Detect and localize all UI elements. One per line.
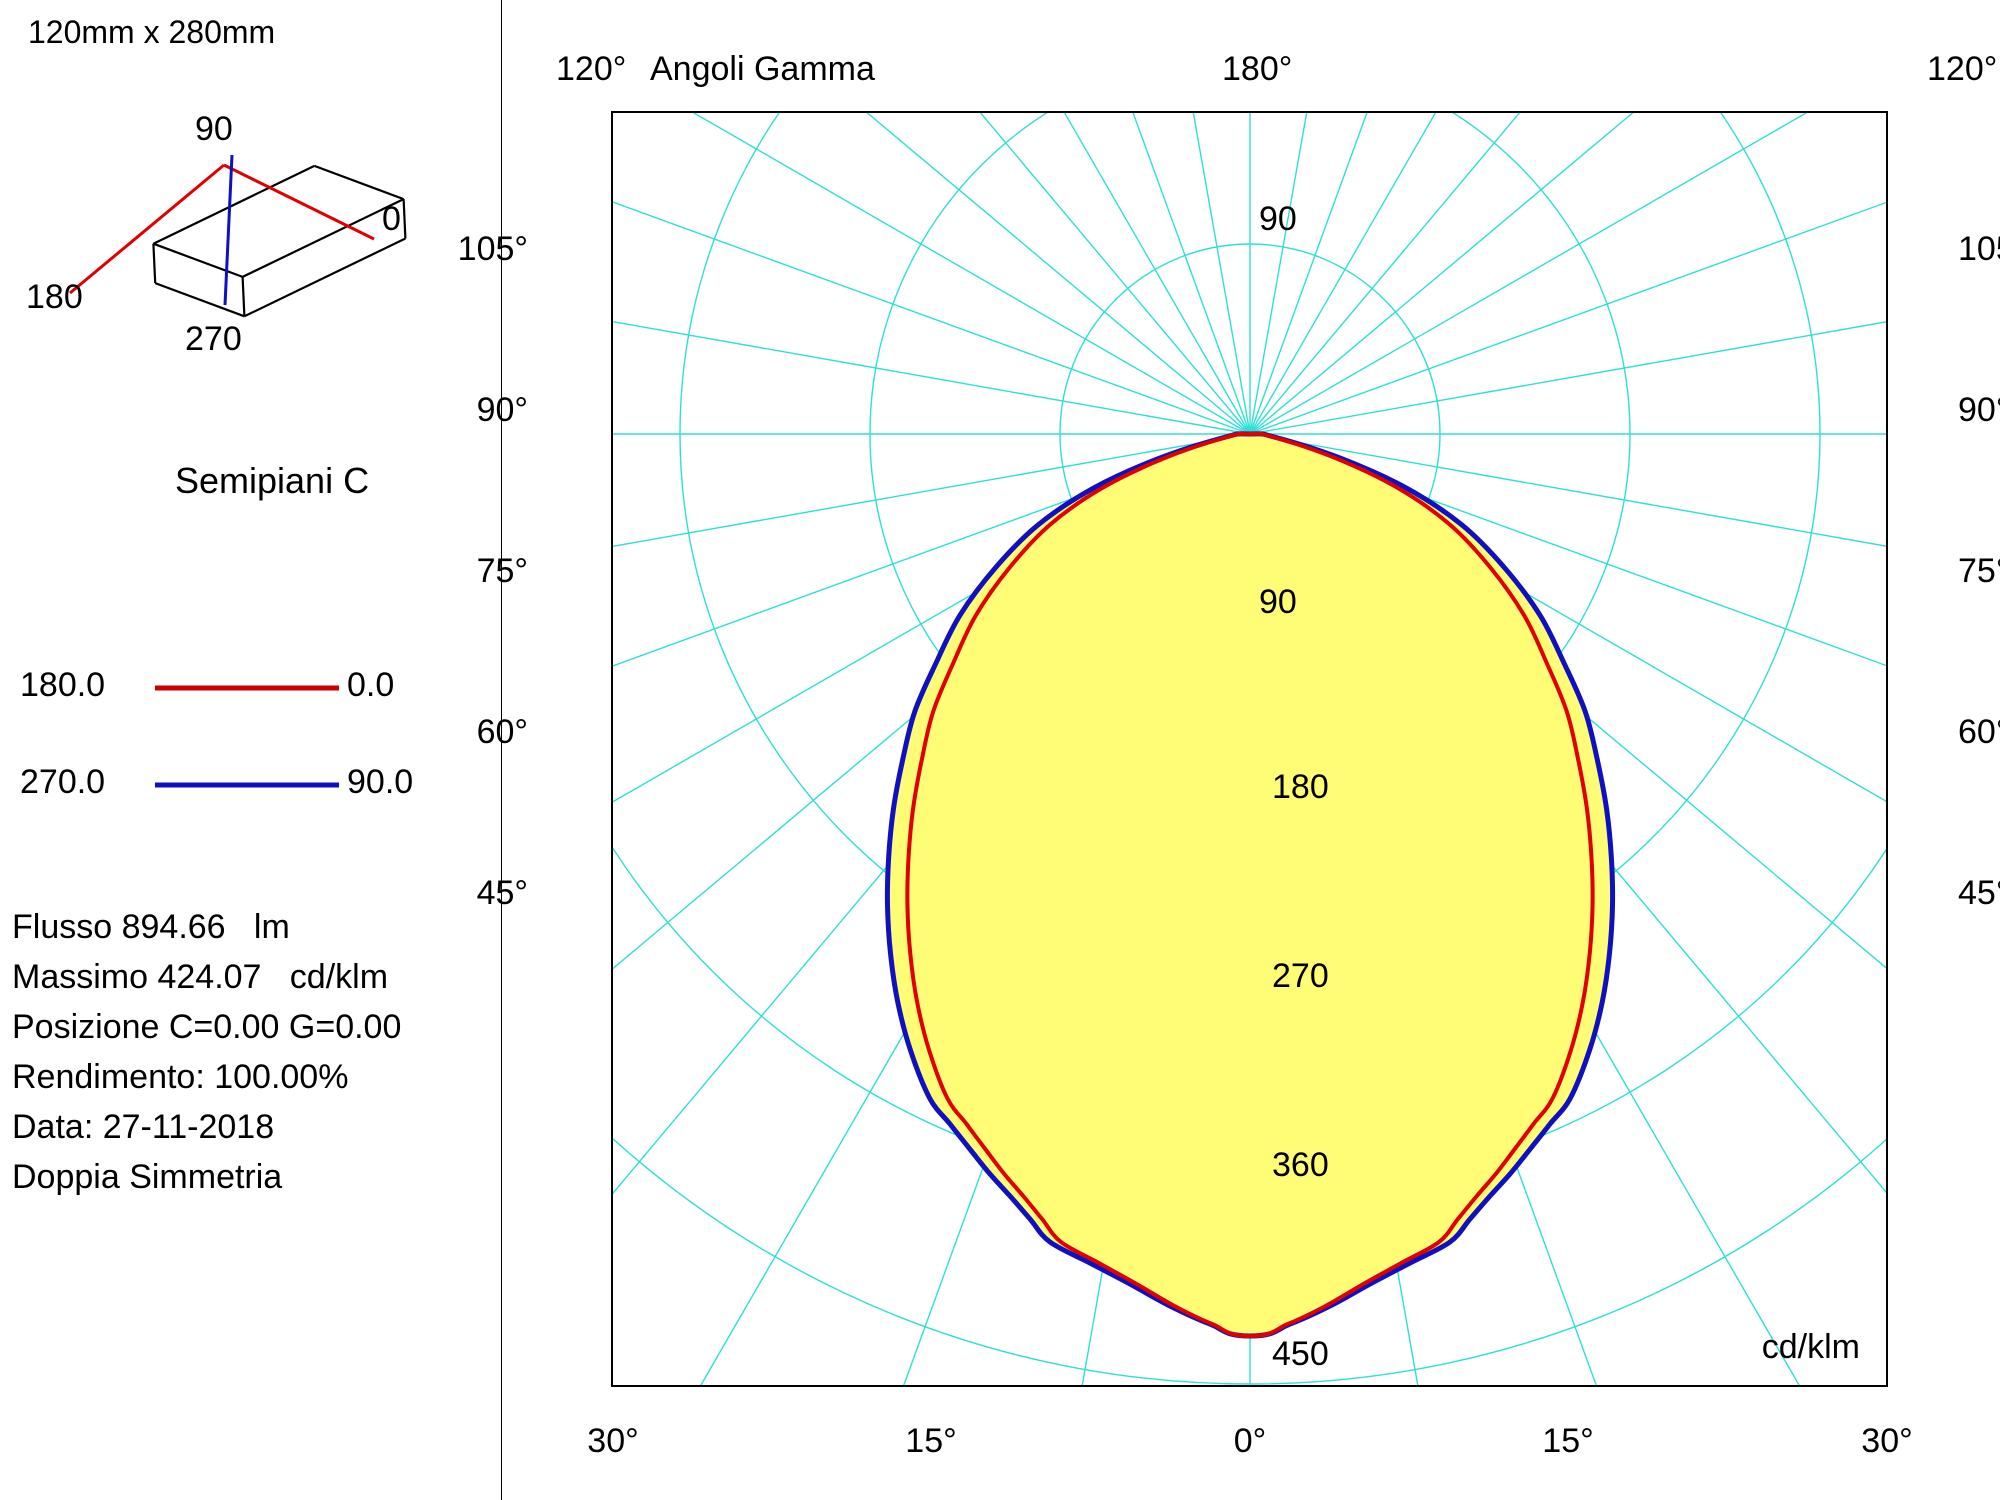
svg-text:45°: 45° bbox=[1958, 874, 2000, 912]
svg-text:0°: 0° bbox=[1234, 1422, 1267, 1460]
svg-text:360: 360 bbox=[1272, 1146, 1329, 1184]
svg-text:90°: 90° bbox=[1958, 391, 2000, 429]
svg-text:270: 270 bbox=[1272, 957, 1329, 995]
svg-text:75°: 75° bbox=[1958, 552, 2000, 590]
svg-text:105°: 105° bbox=[458, 230, 528, 268]
svg-text:90°: 90° bbox=[477, 391, 528, 429]
svg-text:60°: 60° bbox=[1958, 713, 2000, 751]
svg-text:180°: 180° bbox=[1222, 50, 1292, 88]
svg-text:90: 90 bbox=[1259, 583, 1297, 621]
svg-text:cd/klm: cd/klm bbox=[1762, 1328, 1860, 1366]
svg-text:30°: 30° bbox=[1861, 1422, 1912, 1460]
svg-text:120°: 120° bbox=[556, 50, 626, 88]
svg-text:15°: 15° bbox=[905, 1422, 956, 1460]
svg-text:105°: 105° bbox=[1958, 230, 2000, 268]
svg-text:45°: 45° bbox=[477, 874, 528, 912]
svg-text:180: 180 bbox=[1272, 768, 1329, 806]
svg-text:90: 90 bbox=[1259, 200, 1297, 238]
svg-text:450: 450 bbox=[1272, 1335, 1329, 1373]
svg-text:60°: 60° bbox=[477, 713, 528, 751]
svg-text:15°: 15° bbox=[1542, 1422, 1593, 1460]
svg-text:Angoli Gamma: Angoli Gamma bbox=[650, 50, 875, 88]
svg-text:30°: 30° bbox=[587, 1422, 638, 1460]
svg-text:75°: 75° bbox=[477, 552, 528, 590]
svg-text:120°: 120° bbox=[1927, 50, 1997, 88]
